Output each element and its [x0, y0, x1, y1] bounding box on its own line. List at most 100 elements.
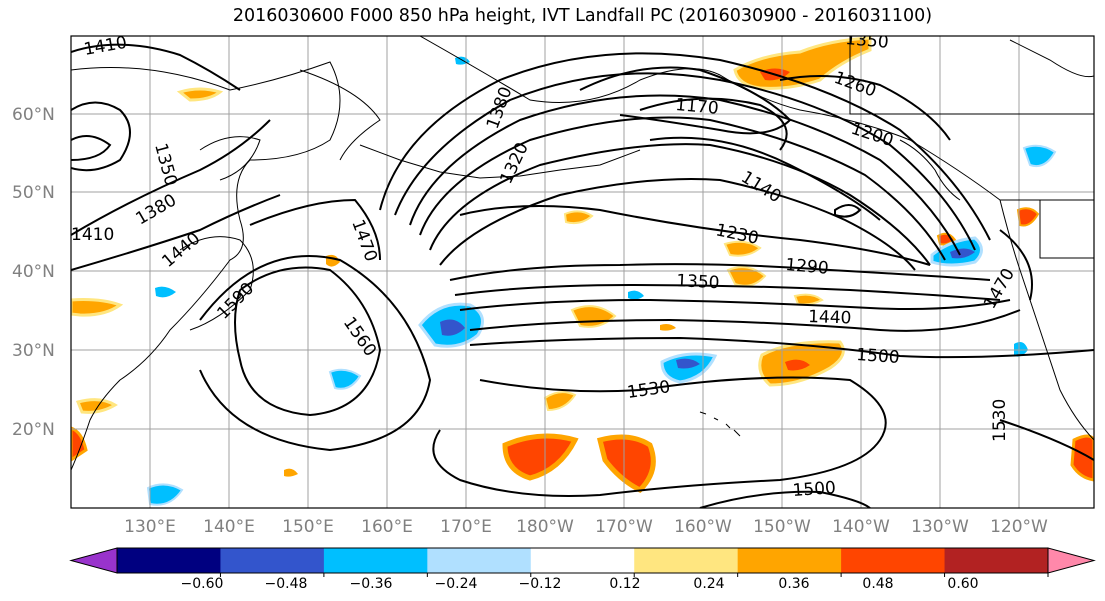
contour-label: 1500	[856, 345, 901, 368]
shade-pos-east1	[1016, 207, 1040, 227]
shade-neg-small1	[328, 368, 362, 390]
coastlines	[71, 36, 1094, 471]
contour-1140	[649, 136, 881, 221]
colorbar-segment	[427, 548, 532, 573]
shade-pos-west1	[71, 298, 124, 317]
shade-neg-small4	[628, 290, 644, 300]
coast-asia	[71, 61, 341, 471]
contour-jet-6	[439, 178, 916, 271]
map-background	[71, 36, 1094, 508]
contour-east-1530	[999, 419, 1094, 461]
colorbar-tick-label: −0.36	[350, 576, 393, 592]
contour-jet-8	[449, 263, 991, 281]
lat-label: 20°N	[12, 420, 55, 440]
longitude-labels: 130°E 140°E 150°E 160°E 170°E 180°W 170°…	[124, 517, 1048, 537]
colorbar-tick-label: −0.60	[181, 576, 224, 592]
lon-label: 130°E	[124, 517, 176, 537]
contour-low-west2	[71, 135, 112, 161]
contour-1170	[639, 97, 788, 151]
colorbar: −0.60 −0.48 −0.36 −0.24 −0.12 0.12 0.24 …	[69, 547, 1096, 592]
colorbar-tick-label: 0.36	[778, 576, 809, 592]
contour-1500	[469, 336, 1094, 359]
shade-pos-south1	[502, 433, 579, 481]
contour-low-west	[71, 101, 131, 172]
contour-1530	[432, 376, 887, 497]
shade-pos-east3	[1070, 434, 1094, 482]
contour-jet-1	[379, 52, 991, 241]
colorbar-tick-labels: −0.60 −0.48 −0.36 −0.24 −0.12 0.12 0.24 …	[181, 576, 979, 592]
colorbar-ticks	[219, 573, 1049, 577]
coast-na-border	[849, 36, 1094, 259]
latitude-labels: 60°N 50°N 40°N 30°N 20°N	[12, 105, 55, 440]
contour-east-1470	[999, 229, 1033, 301]
contour-south-1500	[699, 490, 871, 508]
colorbar-tick-label: −0.12	[519, 576, 562, 592]
colorbar-segment	[944, 548, 1049, 573]
contour-high	[234, 266, 382, 417]
colorbar-extend-max	[1047, 547, 1096, 574]
coast-alaska	[419, 36, 1001, 201]
contour-jet-7	[459, 205, 931, 266]
lon-label: 150°E	[282, 517, 334, 537]
coast-na-west	[999, 199, 1094, 441]
shade-neg-east1	[1022, 144, 1057, 168]
contour-label: 1440	[808, 307, 852, 328]
contour-label: 1530	[990, 399, 1010, 442]
contour-label: 1410	[71, 225, 114, 245]
contour-nw-loop	[579, 66, 792, 135]
lon-label: 170°W	[595, 517, 653, 537]
colorbar-segment	[634, 548, 739, 573]
lon-label: 140°E	[203, 517, 255, 537]
shade-neg-small3	[155, 286, 176, 298]
contour-west-1410	[71, 43, 241, 91]
colorbar-segment	[323, 548, 428, 573]
height-contours	[71, 43, 1094, 508]
graticule	[71, 36, 1094, 508]
colorbar-border	[116, 547, 1049, 574]
shade-pos-mid1	[563, 210, 594, 225]
colorbar-tick-label: 0.24	[693, 576, 724, 592]
shade-pos-small3	[284, 468, 298, 477]
colorbar-tick-label: −0.24	[435, 576, 478, 592]
contour-1560	[199, 255, 432, 452]
colorbar-segment	[220, 548, 325, 573]
lat-label: 40°N	[12, 262, 55, 282]
coast-aleutians	[359, 144, 641, 179]
shade-pos-south3	[543, 391, 577, 412]
lon-label: 140°W	[832, 517, 890, 537]
colorbar-segment	[737, 548, 842, 573]
colorbar-tick-label: −0.48	[265, 576, 308, 592]
contour-jet-5	[429, 143, 931, 266]
contour-label: 1410	[82, 33, 128, 60]
colorbar-extend-min	[69, 547, 118, 574]
shade-pos-mid2	[723, 240, 762, 257]
contour-west-1440	[71, 194, 281, 271]
lon-label: 130°W	[911, 517, 969, 537]
contour-jet-10	[459, 298, 1011, 311]
contour-jet-9	[454, 283, 1001, 301]
ivt-shading	[71, 36, 1094, 506]
contour-jet-4	[419, 116, 946, 261]
lon-label: 160°W	[674, 517, 732, 537]
lat-label: 50°N	[12, 183, 55, 203]
contour-label: 1170	[675, 95, 720, 119]
lon-label: 170°E	[440, 517, 492, 537]
shade-neg-coast-core	[950, 248, 975, 259]
contour-1260	[779, 75, 951, 141]
colorbar-segments	[69, 547, 1096, 574]
lon-label: 180°W	[516, 517, 574, 537]
contour-label: 1290	[785, 255, 830, 279]
map-title: 2016030600 F000 850 hPa height, IVT Land…	[232, 6, 933, 26]
contour-jet-3	[409, 94, 961, 256]
contour-west-1380	[71, 119, 271, 236]
contour-label: 1500	[792, 478, 837, 501]
lon-label: 150°W	[753, 517, 811, 537]
coast-okhotsk	[199, 136, 261, 181]
lat-label: 30°N	[12, 341, 55, 361]
contour-label: 1350	[845, 29, 890, 53]
shade-pos-south2	[596, 434, 656, 494]
colorbar-segment	[530, 548, 635, 573]
lon-label: 160°E	[361, 517, 413, 537]
coast-japan	[179, 236, 254, 331]
